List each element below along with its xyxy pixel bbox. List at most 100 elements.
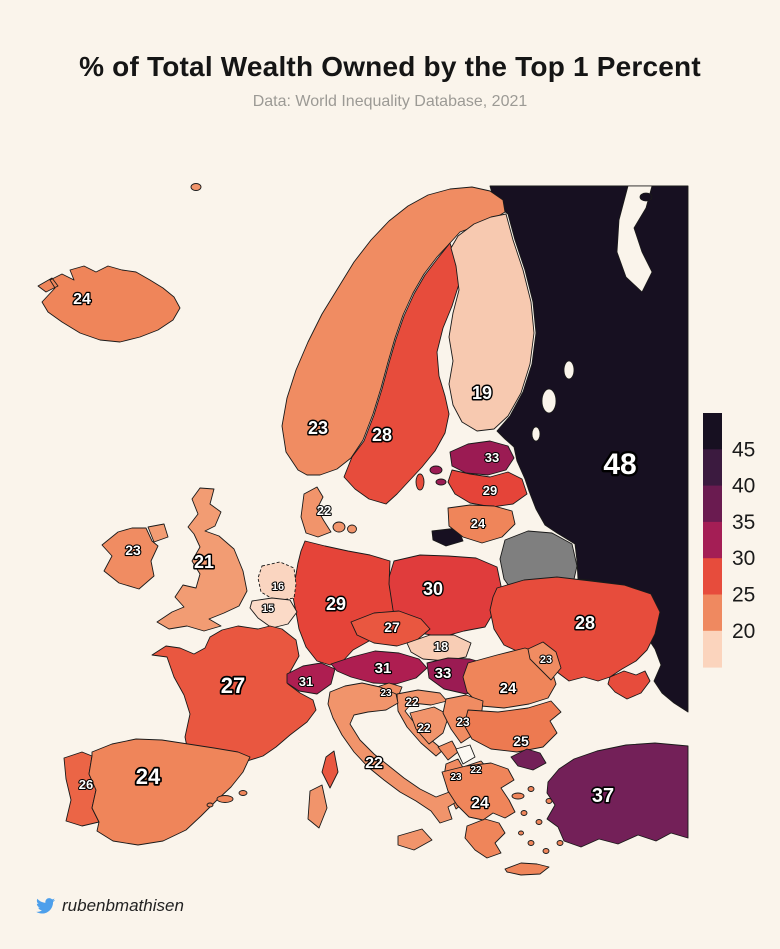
country-belgium	[249, 597, 298, 629]
country-value-label-lithuania: 24	[471, 516, 486, 531]
country-value-label-serbia: 23	[456, 715, 470, 729]
country-value-label-sweden: 28	[372, 425, 392, 445]
country-value-label-denmark: 22	[317, 503, 331, 518]
legend-band	[703, 485, 722, 523]
country-romania	[462, 647, 557, 709]
lake-onega	[563, 360, 575, 380]
country-value-label-moldova: 23	[540, 654, 552, 666]
country-czechia	[350, 610, 431, 647]
country-value-label-germany: 29	[326, 594, 346, 614]
country-value-label-greece: 24	[471, 795, 489, 812]
country-latvia	[447, 469, 528, 508]
country-greece	[441, 762, 550, 876]
country-turkey	[510, 742, 689, 848]
country-value-label-poland: 30	[423, 579, 443, 599]
country-uk	[147, 487, 248, 632]
country-value-label-finland: 19	[472, 383, 492, 403]
twitter-handle: rubenbmathisen	[62, 896, 184, 915]
island-gotland	[415, 473, 425, 491]
country-finland	[448, 213, 535, 432]
island-saaremaa	[429, 465, 443, 475]
legend-tick-label: 40	[732, 475, 755, 498]
country-value-label-portugal: 26	[79, 777, 93, 792]
country-russia	[489, 185, 689, 713]
country-value-label-france: 27	[221, 673, 245, 698]
country-montenegro	[437, 740, 459, 761]
country-denmark	[300, 486, 332, 538]
country-slovakia	[406, 634, 472, 662]
country-spain	[88, 738, 251, 846]
country-value-label-bulgaria: 25	[513, 733, 529, 749]
country-value-label-macedonia: 22	[470, 765, 482, 776]
country-value-label-estonia: 33	[485, 450, 499, 465]
island-ibiza	[206, 802, 214, 808]
country-value-label-albania: 23	[450, 772, 462, 783]
country-moldova	[527, 641, 562, 681]
legend-tick-label: 45	[732, 438, 755, 461]
legend-band	[703, 521, 722, 559]
island	[520, 810, 528, 816]
island	[518, 830, 524, 836]
country-switzerland	[286, 662, 336, 695]
page-title: % of Total Wealth Owned by the Top 1 Per…	[79, 51, 701, 82]
country-value-label-ireland: 23	[125, 542, 141, 558]
country-value-label-bosnia: 22	[417, 721, 431, 735]
island-zealand	[332, 521, 346, 533]
country-austria	[330, 650, 428, 685]
legend-band	[703, 449, 722, 487]
legend: 45 40 35 30 25 20	[703, 413, 755, 668]
country-value-label-russia: 48	[603, 448, 636, 481]
island-hiiumaa	[435, 478, 447, 486]
country-ireland	[101, 527, 159, 590]
legend-band	[703, 558, 722, 595]
country-value-label-netherlands: 16	[272, 581, 284, 593]
country-bulgaria	[463, 700, 562, 753]
legend-tick-label: 25	[732, 584, 755, 607]
island-mallorca	[216, 795, 234, 803]
footer: rubenbmathisen	[36, 896, 184, 916]
country-labels: 48 23 28 19 24 22 33 29 24 30 29 16 15 21 23 27 26 24 27 18…	[72, 290, 639, 814]
island-menorca	[238, 790, 248, 796]
arctic-island	[639, 192, 653, 202]
legend-tick-label: 35	[732, 511, 755, 534]
twitter-bird-icon	[36, 898, 55, 914]
country-value-label-slovenia: 23	[380, 688, 392, 699]
country-value-label-austria: 31	[375, 660, 392, 677]
header: % of Total Wealth Owned by the Top 1 Per…	[0, 0, 780, 111]
country-kosovo	[455, 744, 476, 765]
legend-bar	[703, 413, 722, 668]
island	[542, 848, 550, 854]
country-lithuania	[447, 504, 516, 544]
country-bosnia	[409, 706, 450, 745]
country-value-label-ukraine: 28	[575, 613, 595, 633]
country-netherlands	[257, 561, 297, 602]
island	[535, 819, 543, 825]
legend-band	[703, 630, 722, 668]
country-value-label-switzerland: 31	[299, 674, 313, 689]
country-iceland	[37, 265, 181, 343]
legend-tick-label: 30	[732, 547, 755, 570]
subtitle: Data: World Inequality Database, 2021	[252, 92, 528, 110]
country-value-label-italy: 22	[365, 755, 383, 772]
country-value-label-slovakia: 18	[434, 639, 448, 654]
country-value-label-hungary: 33	[435, 665, 452, 682]
island	[527, 840, 535, 846]
country-value-label-uk: 21	[194, 552, 214, 572]
legend-band	[703, 594, 722, 632]
country-sweden	[343, 242, 460, 505]
country-value-label-croatia: 22	[405, 695, 419, 709]
country-value-label-latvia: 29	[483, 483, 497, 498]
island	[556, 840, 564, 846]
legend-band	[703, 413, 722, 450]
island	[527, 786, 535, 792]
country-estonia	[449, 440, 515, 476]
legend-ticks: 45 40 35 30 25 20	[732, 438, 755, 643]
country-value-label-norway: 23	[308, 418, 328, 438]
country-ukraine	[489, 576, 661, 700]
legend-tick-label: 20	[732, 620, 755, 643]
country-value-label-iceland: 24	[73, 291, 91, 308]
country-value-label-spain: 24	[136, 764, 161, 789]
country-value-label-belgium: 15	[262, 603, 274, 615]
country-value-label-romania: 24	[500, 680, 517, 697]
